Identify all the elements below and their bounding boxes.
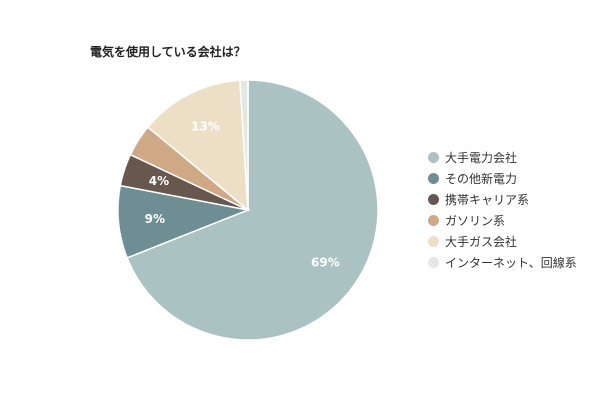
legend-label: 携帯キャリア系 <box>445 193 530 207</box>
legend-swatch <box>428 257 439 268</box>
legend-swatch <box>428 173 439 184</box>
legend-label: インターネット、回線系 <box>445 256 577 270</box>
chart-legend: 大手電力会社 その他新電力 携帯キャリア系 ガソリン系大手ガス会社インターネット、回線… <box>428 147 577 273</box>
slice-percent-label: 13% <box>191 120 220 134</box>
legend-item: インターネット、回線系 <box>428 252 577 273</box>
pie-slice <box>146 79 249 212</box>
pie-slice-labels: 69% 9% 4% 13% <box>145 120 340 270</box>
legend-swatch <box>428 152 439 163</box>
chart-title: 電気を使用している会社は？ <box>90 45 246 59</box>
pie-slices <box>117 79 379 341</box>
legend-label: ガソリン系 <box>445 214 506 228</box>
slice-percent-label: 4% <box>149 174 169 188</box>
legend-swatch <box>428 236 439 247</box>
legend-item: 大手電力会社 <box>428 147 577 168</box>
legend-label: 大手電力会社 <box>445 151 518 165</box>
legend-item: その他新電力 <box>428 168 577 189</box>
slice-percent-label: 9% <box>145 212 165 226</box>
legend-swatch <box>428 215 439 226</box>
legend-item: ガソリン系 <box>428 210 577 231</box>
legend-item: 大手ガス会社 <box>428 231 577 252</box>
legend-swatch <box>428 194 439 205</box>
legend-item: 携帯キャリア系 <box>428 189 577 210</box>
pie-slice <box>126 79 379 341</box>
legend-label: その他新電力 <box>445 172 518 186</box>
slice-percent-label: 69% <box>311 256 340 270</box>
pie-slice <box>239 79 249 211</box>
legend-label: 大手ガス会社 <box>445 235 518 249</box>
